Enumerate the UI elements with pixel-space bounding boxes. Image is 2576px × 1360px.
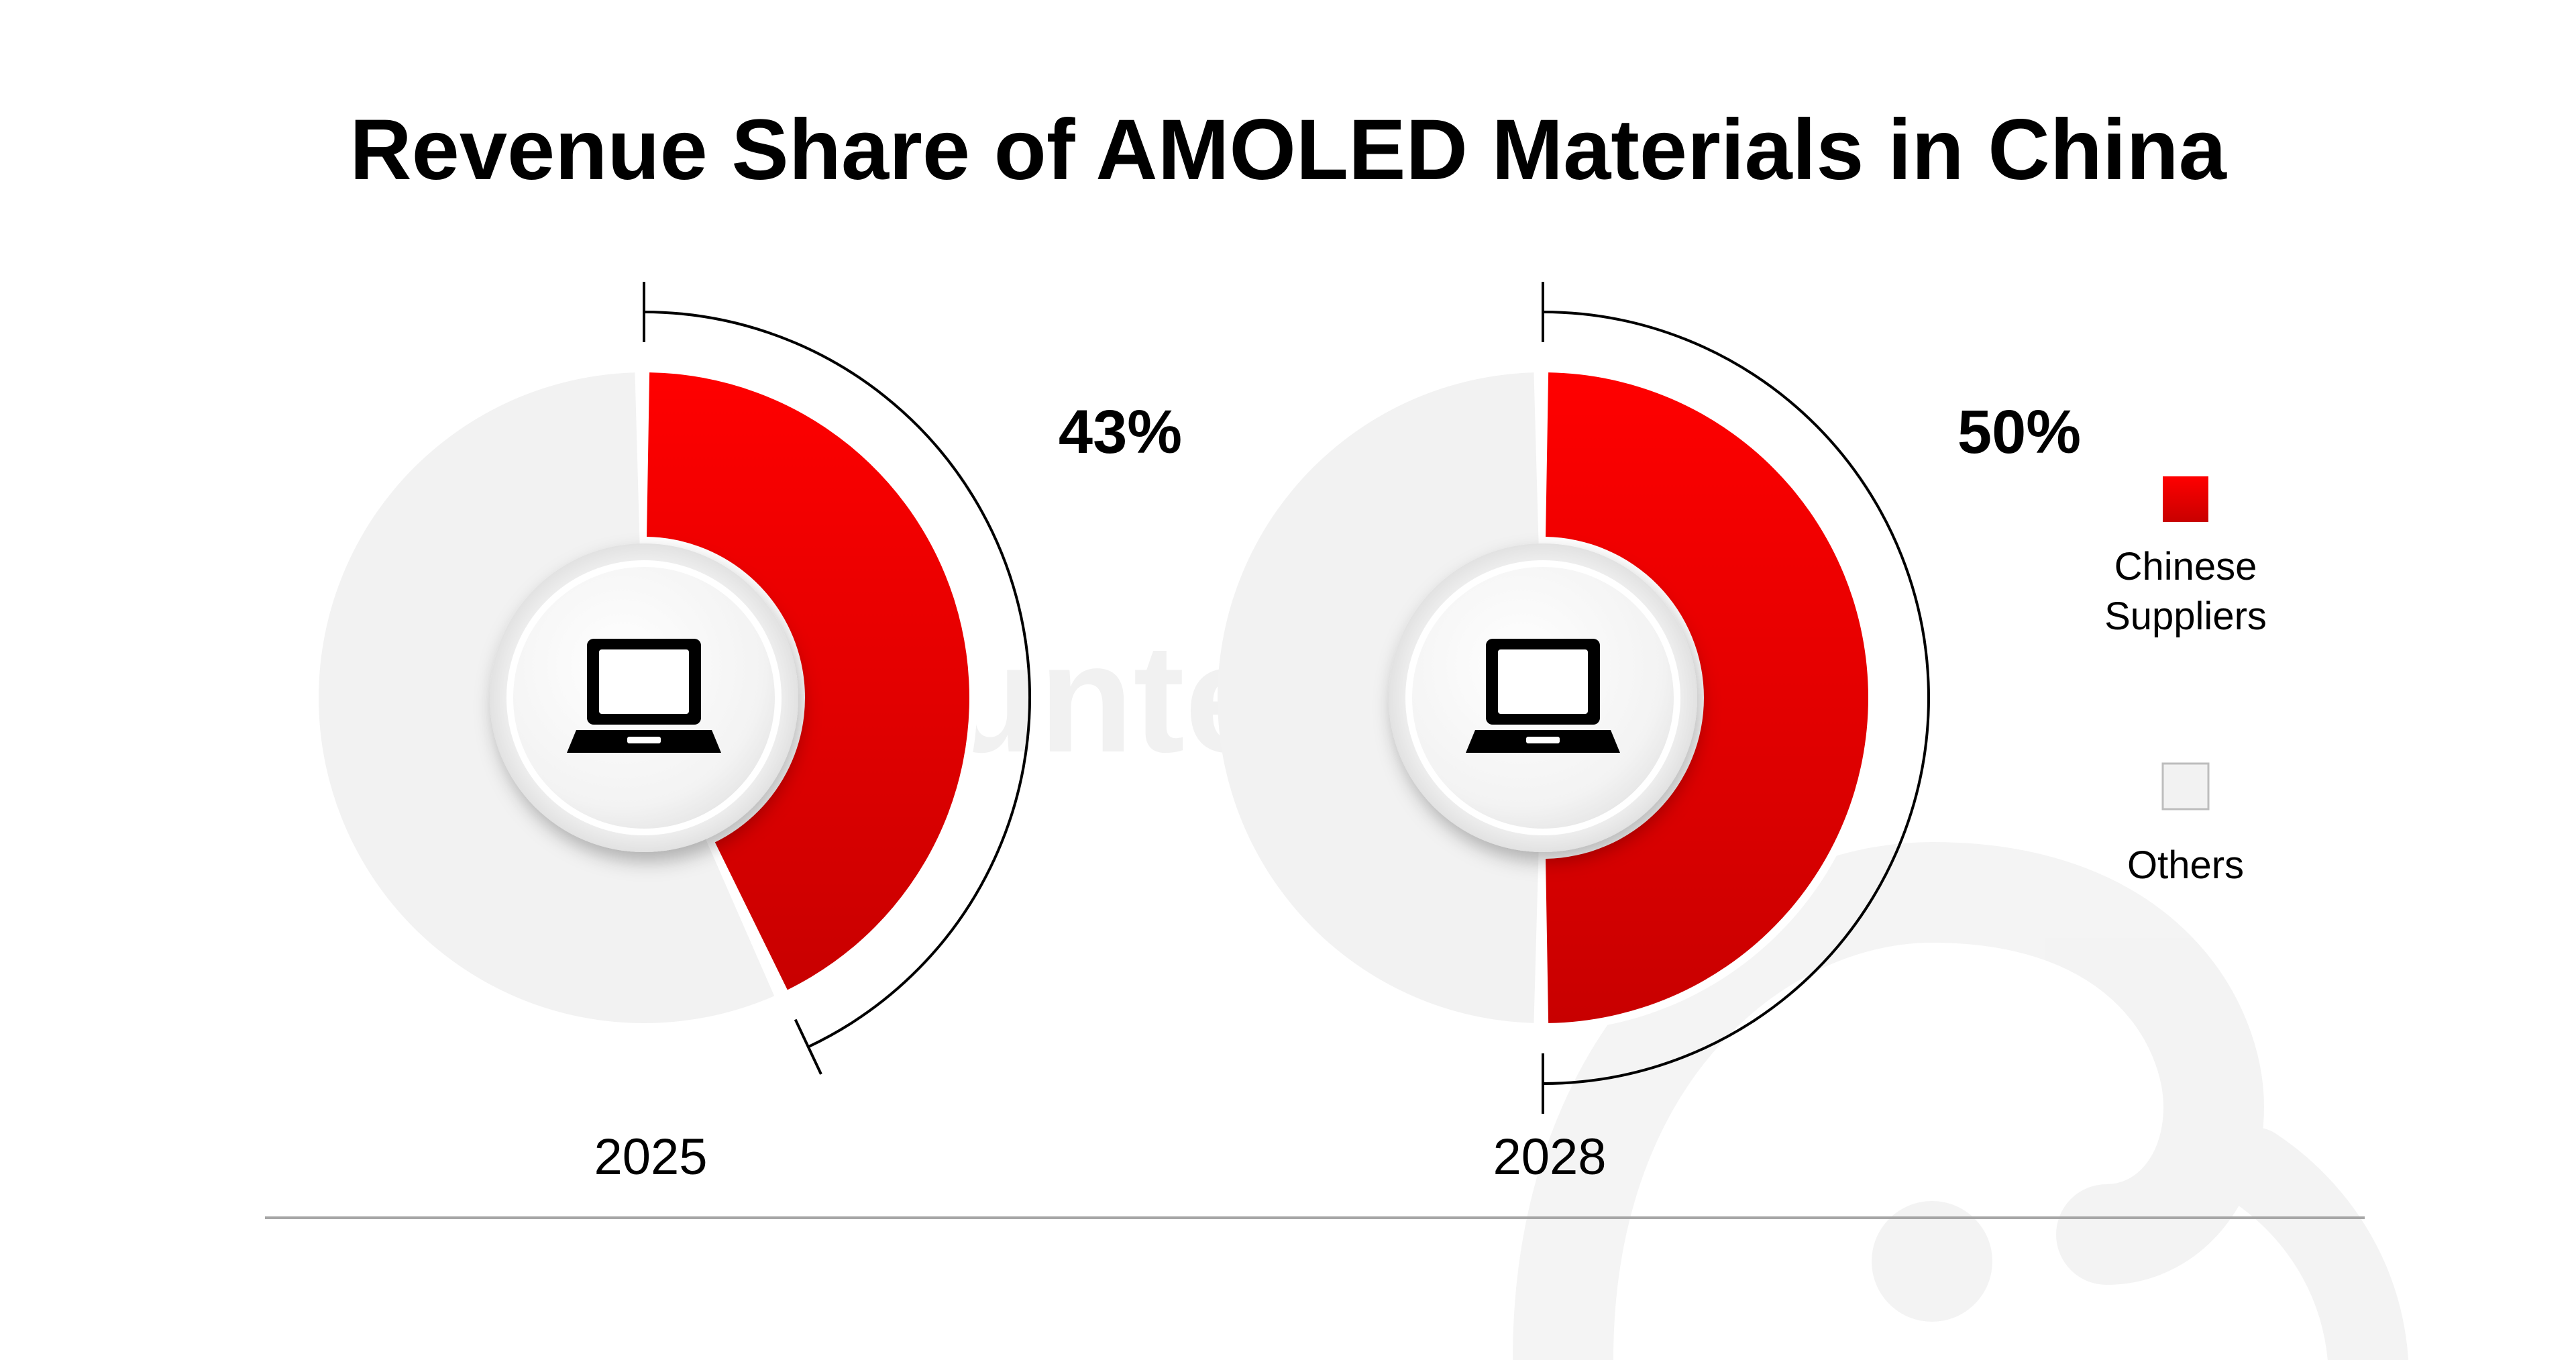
share-bracket-arc [643,311,1031,1049]
laptop-trackpad [627,737,661,743]
watermark-logo-shape [1513,841,2408,1360]
legend-swatch-others [2161,762,2210,810]
data-label-percent: 50% [1957,398,2081,466]
laptop-icon [1466,639,1620,753]
chart-title: Revenue Share of AMOLED Materials in Chi… [350,102,2226,198]
legend-label-others: Others [2127,843,2245,887]
share-bracket-arc [1542,311,1930,1085]
category-label-year: 2028 [1493,1129,1606,1186]
data-label-percent: 43% [1059,398,1182,466]
chinese-suppliers-slice [1546,372,1869,1023]
laptop-trackpad [1526,737,1560,743]
laptop-screen [1498,649,1588,714]
donut-group: 43% 2025 50% 2028 [319,282,2081,1186]
legend [2161,476,2210,810]
share-bracket-tick [794,1018,822,1075]
laptop-screen [599,649,689,714]
legend-label-chinese-suppliers: Chinese Suppliers [2104,545,2267,638]
chinese-suppliers-slice [647,372,970,990]
category-label-year: 2025 [594,1129,707,1186]
laptop-icon [567,639,721,753]
legend-swatch-chinese-suppliers [2163,476,2208,522]
